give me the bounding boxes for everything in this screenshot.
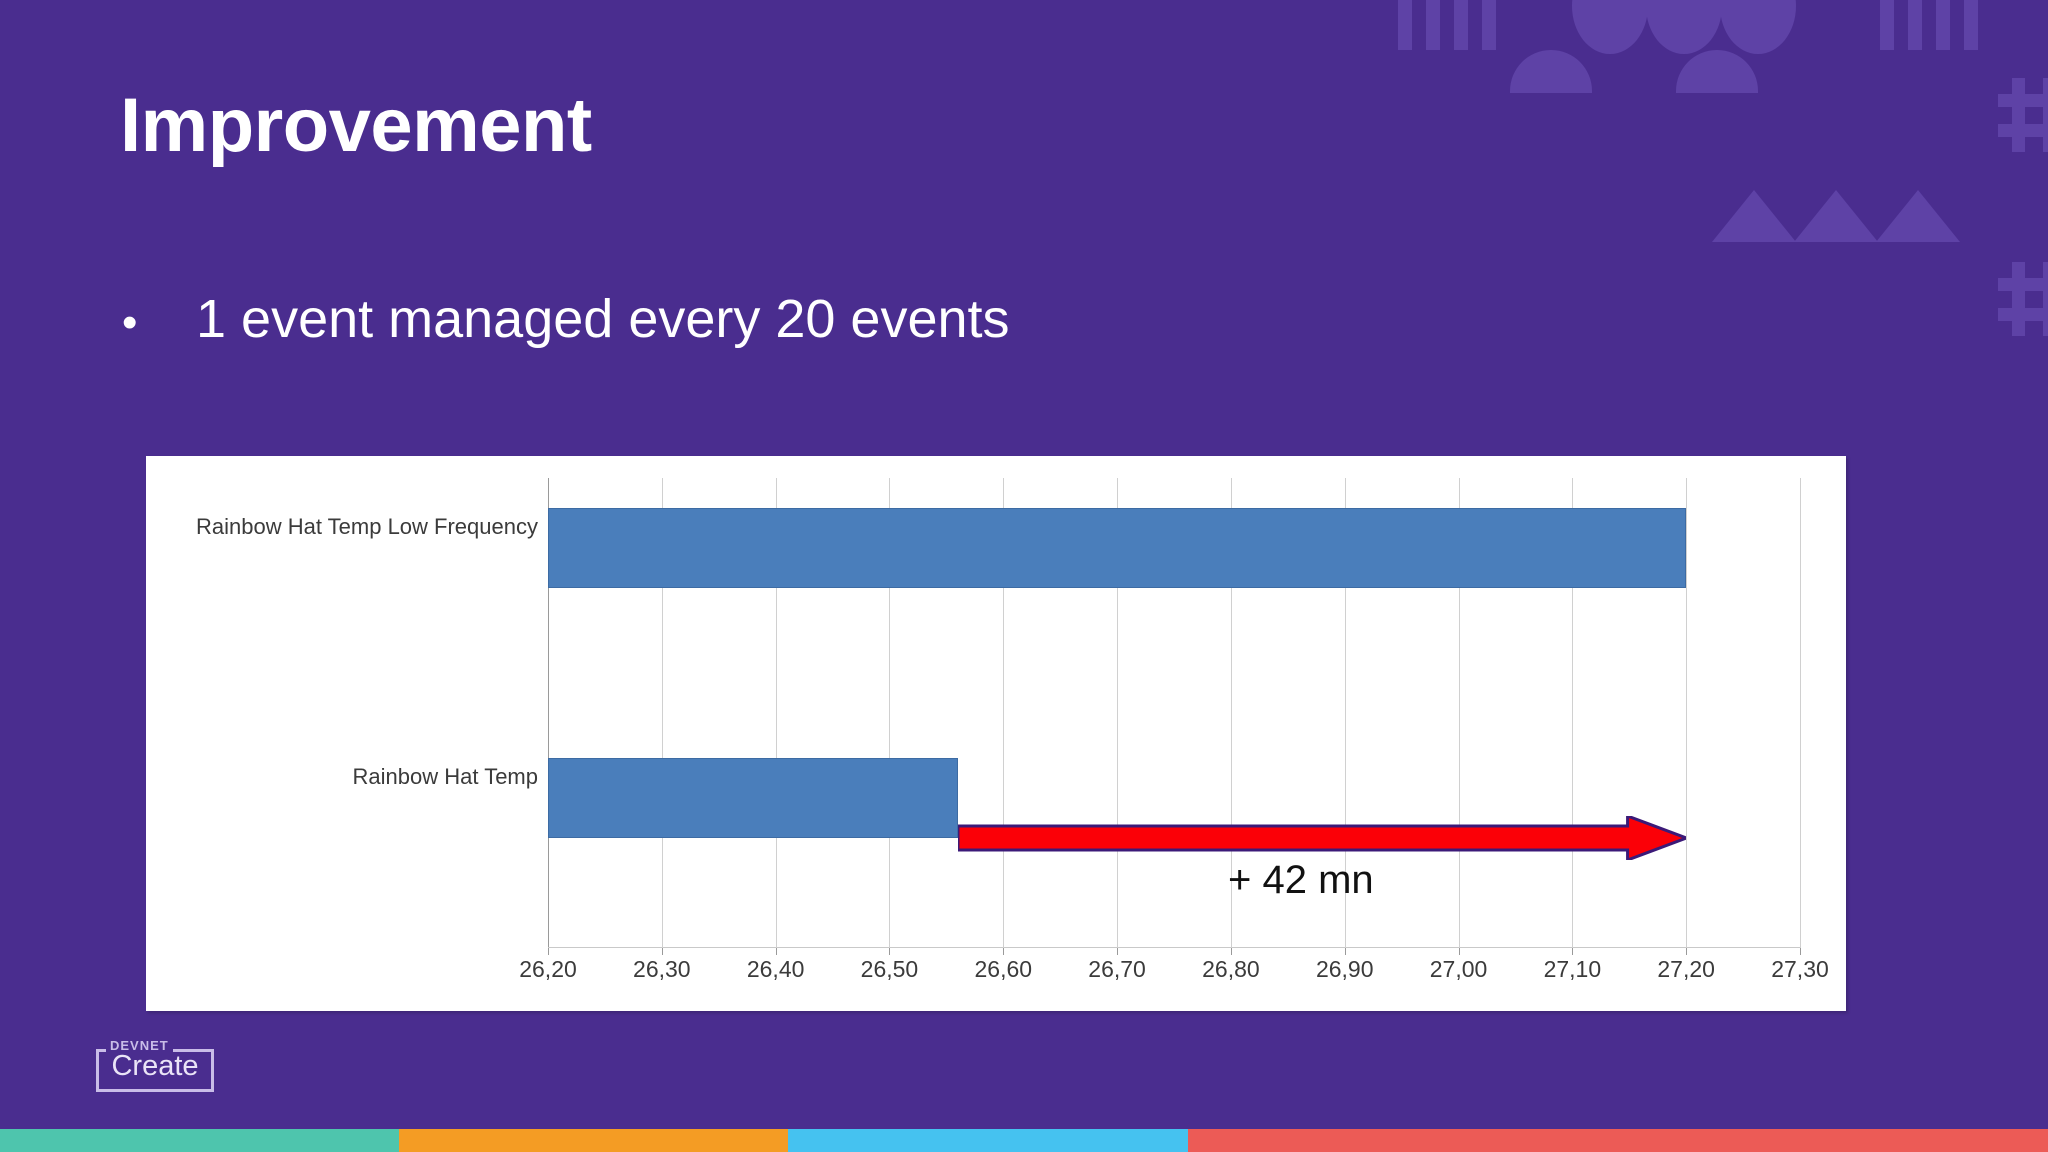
axis-tick-label: 27,10 (1543, 956, 1602, 982)
gridline (1344, 478, 1346, 948)
decorative-semicircle-2 (1676, 50, 1758, 93)
gridline (1117, 478, 1119, 948)
chart-baseline (548, 947, 1800, 948)
axis-tick (661, 948, 663, 955)
decorative-circle-2 (1646, 0, 1722, 54)
chart-plot-area: 26,20 26,30 26,40 26,50 26,60 26,70 26,80 26,90… (519, 478, 1829, 982)
bullet-text: 1 event managed every 20 events (196, 289, 1010, 349)
gridline (1572, 478, 1574, 948)
decorative-triangle-2 (1794, 190, 1878, 242)
bar-rainbow-hat-temp-low-frequency (548, 508, 1687, 588)
decorative-semicircle-1 (1510, 50, 1592, 93)
axis-tick-label: 26,30 (633, 956, 691, 982)
axis-tick (1800, 948, 1801, 955)
axis-tick-label: 26,40 (746, 956, 805, 982)
category-label-0: Rainbow Hat Temp Low Frequency (196, 514, 538, 539)
axis-tick-label: 27,30 (1771, 956, 1829, 982)
gridline (1686, 478, 1688, 948)
decorative-triangle-1 (1712, 190, 1796, 242)
decorative-triangle-3 (1876, 190, 1960, 242)
axis-tick (775, 948, 777, 955)
axis-tick-label: 27,20 (1657, 956, 1715, 982)
chart-panel: 26,20 26,30 26,40 26,50 26,60 26,70 26,80 26,90… (146, 456, 1846, 1011)
axis-tick-label: 27,00 (1429, 956, 1488, 982)
gridline (1003, 478, 1005, 948)
gridline (661, 478, 663, 948)
logo-create-text: Create (111, 1050, 199, 1082)
category-label-1: Rainbow Hat Temp (352, 764, 538, 789)
decorative-hash-1 (1998, 78, 2048, 152)
page-title: Improvement (120, 83, 592, 168)
axis-tick-label: 26,50 (860, 956, 919, 982)
axis-tick (1572, 948, 1574, 955)
axis-tick-label: 26,60 (974, 956, 1033, 982)
decorative-bars-right (1880, 0, 1978, 50)
stripe-red (1187, 1129, 2048, 1152)
logo-devnet-text: DEVNET (106, 1038, 173, 1053)
axis-tick (1458, 948, 1460, 955)
arrow-label: + 42 mn (1228, 858, 1374, 902)
decorative-circle-3 (1720, 0, 1796, 54)
axis-tick-label: 26,20 (519, 956, 577, 982)
stripe-orange (399, 1129, 789, 1152)
bar-rainbow-hat-temp (548, 758, 958, 838)
bottom-color-stripes (0, 1129, 2048, 1152)
axis-tick-label: 26,80 (1202, 956, 1260, 982)
gridline (775, 478, 777, 948)
stripe-teal (0, 1129, 400, 1152)
decorative-circle-1 (1572, 0, 1648, 54)
axis-tick (1230, 948, 1232, 955)
decorative-hash-2 (1998, 262, 2048, 336)
axis-tick-label: 26,90 (1315, 956, 1374, 982)
axis-tick (1344, 948, 1346, 955)
bullet-marker: • (122, 298, 138, 347)
devnet-create-logo: DEVNET Create (96, 1038, 214, 1092)
bullet-item: • 1 event managed every 20 events (122, 292, 1010, 346)
axis-tick (1686, 948, 1688, 955)
axis-tick (889, 948, 891, 955)
gridline (1800, 478, 1801, 948)
gridline (889, 478, 891, 948)
gridline (1458, 478, 1460, 948)
axis-tick (1003, 948, 1005, 955)
axis-tick (1117, 948, 1119, 955)
axis-tick (548, 948, 549, 955)
stripe-light-blue (788, 1129, 1188, 1152)
gridline (1230, 478, 1232, 948)
decorative-bars-left (1398, 0, 1496, 50)
chart-value-axis (548, 478, 549, 948)
axis-tick-label: 26,70 (1088, 956, 1146, 982)
